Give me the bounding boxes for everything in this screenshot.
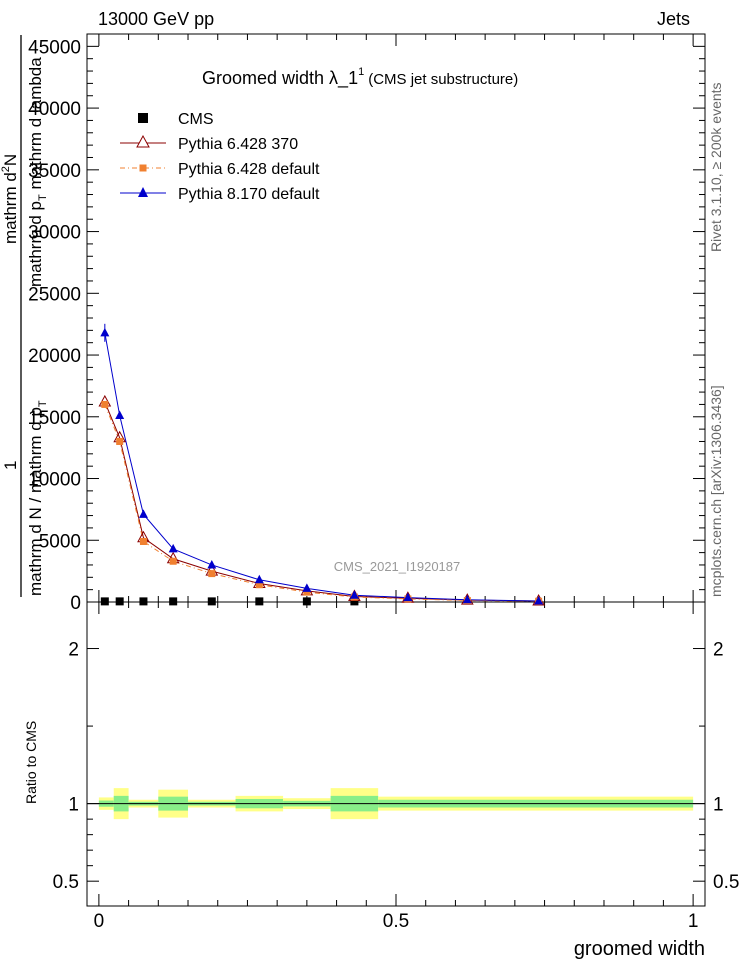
legend-marker-py6-370: [136, 134, 150, 148]
watermark: CMS_2021_I1920187: [334, 559, 461, 574]
ylabel-upper-numerator: mathrm d2N: [0, 154, 20, 244]
cms-marker: [350, 597, 359, 606]
cms-marker: [100, 597, 109, 606]
ratio-y-tick-label-right: 2: [713, 640, 724, 661]
header-right: Jets: [657, 9, 690, 29]
py6-default-marker: [139, 537, 147, 545]
series-line-py6_default: [104, 404, 539, 602]
py8-marker: [207, 559, 217, 569]
legend-label: Pythia 6.428 default: [178, 161, 320, 178]
x-tick-label: 1: [688, 911, 699, 932]
ratio-axis-ticks: 0.5 0.5 1 1 2 2 0 0.5 1: [53, 602, 739, 932]
cms-marker: [139, 597, 148, 606]
y-tick-label: 10000: [28, 470, 81, 491]
legend-label: Pythia 8.170 default: [178, 186, 320, 203]
y-tick-label: 25000: [28, 284, 81, 305]
py8-marker: [115, 410, 125, 420]
legend-marker-py6-default: [139, 164, 147, 172]
y-tick-label: 0: [70, 593, 81, 614]
legend-marker-cms: [138, 113, 148, 123]
py6-default-marker: [303, 588, 311, 596]
ylabel-upper-denominator: mathrm d pT mathrm d lambda: [26, 57, 49, 287]
py8-marker: [168, 543, 178, 553]
ratio-y-tick-label: 0.5: [53, 872, 79, 893]
cms-marker: [169, 597, 178, 606]
py6-default-marker: [169, 557, 177, 565]
header-left: 13000 GeV pp: [98, 9, 214, 29]
legend-label: CMS: [178, 111, 214, 128]
py8-marker: [138, 509, 148, 518]
py8-marker: [302, 583, 312, 592]
xlabel: groomed width: [574, 938, 705, 960]
py6-default-marker: [116, 437, 124, 445]
ratio-y-tick-label-right: 1: [713, 795, 724, 816]
legend: CMS Pythia 6.428 370 Pythia 6.428 default P…: [120, 111, 320, 203]
y-tick-label: 40000: [28, 99, 81, 120]
y-tick-label: 15000: [28, 408, 81, 429]
ylabel-one: 1: [1, 461, 20, 470]
py6-default-marker: [255, 581, 263, 589]
py8-marker: [254, 574, 264, 584]
y-tick-label: 5000: [39, 531, 81, 552]
series-markers: [98, 323, 545, 606]
ratio-y-tick-label: 2: [68, 640, 79, 661]
y-tick-label: 35000: [28, 161, 81, 182]
ratio-frame: [86, 601, 706, 907]
ratio-y-tick-label: 1: [68, 795, 79, 816]
legend-label: Pythia 6.428 370: [178, 136, 298, 153]
main-ylabel: mathrm d2N mathrm d pT mathrm d lambda 1…: [0, 35, 49, 597]
rivet-label: Rivet 3.1.10, ≥ 200k events: [708, 82, 724, 252]
py6-default-marker: [208, 570, 216, 578]
cms-marker: [302, 597, 311, 606]
legend-marker-py8: [138, 187, 148, 197]
y-tick-label: 20000: [28, 346, 81, 367]
cms-marker: [207, 597, 216, 606]
x-tick-label: 0: [94, 911, 105, 932]
y-tick-label: 45000: [28, 37, 81, 58]
py6-default-marker: [101, 400, 109, 408]
cms-marker: [255, 597, 264, 606]
chart-title: Groomed width λ_11 (CMS jet substructure): [202, 66, 518, 89]
ylabel-lower-denominator: mathrm d N / mathrm d pT: [26, 400, 49, 596]
py8-marker: [534, 596, 544, 605]
cms-marker: [115, 597, 124, 606]
py8-marker: [349, 590, 359, 599]
ratio-ylabel: Ratio to CMS: [23, 721, 39, 804]
series-line-py6_370: [104, 401, 539, 602]
ratio-y-tick-label-right: 0.5: [713, 872, 739, 893]
x-tick-label: 0.5: [383, 911, 409, 932]
y-tick-label: 30000: [28, 223, 81, 244]
py8-marker: [462, 594, 472, 604]
py8-marker: [403, 592, 413, 602]
mcplots-label: mcplots.cern.ch [arXiv:1306.3436]: [708, 385, 724, 597]
main-axis-ticks: 0 5000 10000 15000 20000 25000 30000 35000 40000…: [28, 33, 705, 614]
